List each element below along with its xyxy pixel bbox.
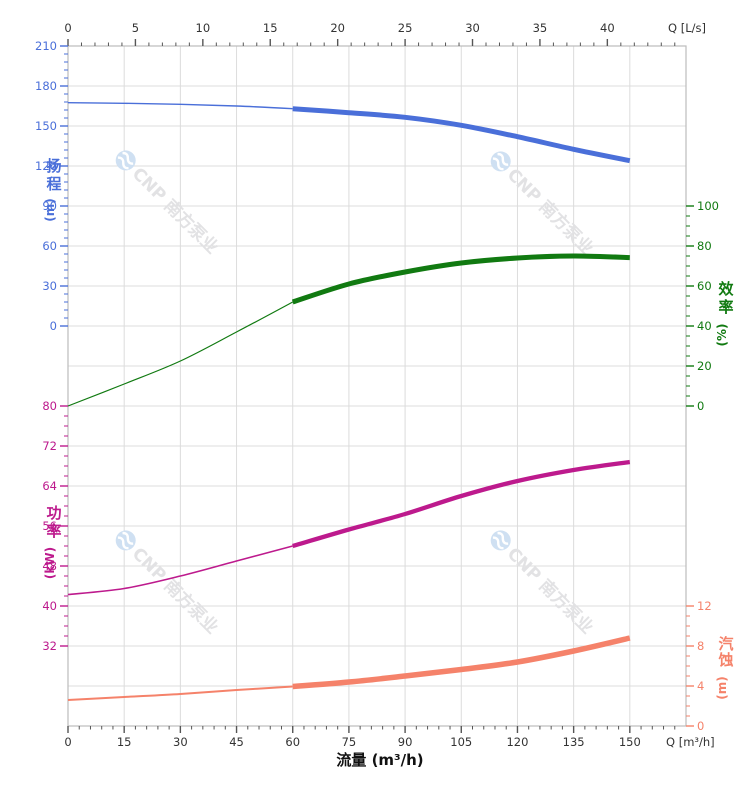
npsh-axis: 0 4 8 12 汽蚀 (m): [686, 599, 734, 733]
head-axis-tick-label: 30: [42, 279, 57, 293]
cnp-drop-logo-icon: [490, 151, 511, 172]
efficiency-axis: 0 20 40 60 80 100 效率 (%): [686, 199, 734, 413]
npsh-axis-unit: (m): [715, 676, 729, 699]
curves: [67, 102, 631, 701]
top-axis-tick-label: 25: [398, 21, 413, 35]
top-axis-tick-label: 30: [465, 21, 480, 35]
watermark-text: CNP 南方泵业: [128, 543, 223, 638]
npsh-axis-tick-label: 12: [697, 599, 712, 613]
head-axis-title: 程: [46, 175, 61, 193]
power-axis-tick-label: 64: [42, 479, 57, 493]
bottom-axis-tick-label: 120: [506, 735, 528, 749]
head-curve-thin: [67, 102, 293, 110]
bottom-axis-tick-label: 0: [64, 735, 71, 749]
bottom-axis-tick-label: 15: [117, 735, 132, 749]
watermarks: CNP 南方泵业 CNP 南方泵业 CNP 南方泵业 CNP 南方泵业: [115, 150, 598, 638]
efficiency-axis-tick-label: 0: [697, 399, 704, 413]
head-axis-tick-label: 150: [35, 119, 57, 133]
watermark: CNP 南方泵业: [490, 530, 598, 638]
efficiency-axis-tick-label: 40: [697, 319, 712, 333]
head-axis-tick-label: 60: [42, 239, 57, 253]
bottom-axis-tick-label: 30: [173, 735, 188, 749]
efficiency-axis-tick-label: 60: [697, 279, 712, 293]
watermark: CNP 南方泵业: [115, 150, 223, 258]
power-axis-tick-label: 40: [42, 599, 57, 613]
top-axis-tick-label: 5: [132, 21, 139, 35]
top-axis-unit-label: Q [L/s]: [668, 21, 706, 35]
efficiency-curve-thin: [67, 301, 293, 407]
bottom-axis-tick-label: 90: [398, 735, 413, 749]
bottom-axis-tick-label: 105: [450, 735, 472, 749]
bottom-axis-tick-label: 150: [619, 735, 641, 749]
bottom-axis: 0 15 30 45 60 75 90 105 120 135 150 Q [m³/h] 流量 (m³/…: [64, 726, 715, 769]
watermark: CNP 南方泵业: [115, 530, 223, 638]
efficiency-axis-title: 率: [718, 298, 733, 316]
power-axis-tick-label: 72: [42, 439, 57, 453]
watermark-text: CNP 南方泵业: [128, 163, 223, 258]
head-axis-tick-label: 210: [35, 39, 57, 53]
npsh-axis-title: 汽: [718, 635, 733, 653]
power-axis-unit: (kW): [43, 547, 57, 579]
npsh-curve-thin: [67, 685, 293, 701]
efficiency-axis-tick-label: 100: [697, 199, 719, 213]
watermark: CNP 南方泵业: [490, 151, 598, 259]
head-axis-tick-label: 120: [35, 159, 57, 173]
head-axis-tick-label: 90: [42, 199, 57, 213]
bottom-axis-tick-label: 60: [285, 735, 300, 749]
top-axis-tick-label: 20: [330, 21, 345, 35]
cnp-drop-logo-icon: [490, 530, 511, 551]
power-axis-tick-label: 32: [42, 639, 57, 653]
efficiency-axis-tick-label: 20: [697, 359, 712, 373]
head-axis-tick-label: 0: [50, 319, 57, 333]
power-curve-thin: [67, 545, 293, 596]
efficiency-axis-unit: (%): [715, 324, 729, 347]
top-axis-tick-label: 0: [64, 21, 71, 35]
efficiency-curve-bold: [291, 253, 630, 305]
npsh-axis-tick-label: 8: [697, 639, 704, 653]
bottom-axis-tick-label: 75: [342, 735, 357, 749]
cnp-drop-logo-icon: [115, 530, 136, 551]
efficiency-axis-tick-label: 80: [697, 239, 712, 253]
power-axis-tick-label: 56: [42, 519, 57, 533]
power-axis-tick-label: 48: [42, 559, 57, 573]
power-axis: 32 40 48 56 64 72 80 功率 (kW): [42, 399, 68, 653]
top-axis-tick-label: 10: [196, 21, 211, 35]
bottom-axis-unit-label: Q [m³/h]: [666, 735, 715, 749]
power-axis-title: 功: [46, 504, 61, 522]
top-axis-tick-label: 40: [600, 21, 615, 35]
power-curve-bold: [292, 459, 631, 549]
head-curve-bold: [292, 106, 631, 164]
npsh-axis-title: 蚀: [717, 651, 733, 669]
top-axis-tick-label: 15: [263, 21, 278, 35]
head-axis-tick-label: 180: [35, 79, 57, 93]
top-axis: 0 5 10 15 20 25 30 35 40 Q [L/s]: [64, 21, 706, 46]
power-axis-title: 率: [46, 522, 61, 540]
npsh-curve-bold: [292, 635, 631, 690]
head-axis-unit: (m): [43, 198, 57, 221]
bottom-axis-tick-label: 45: [229, 735, 244, 749]
head-axis-title: 扬: [46, 157, 61, 175]
power-axis-tick-label: 80: [42, 399, 57, 413]
head-axis: 0 30 60 90 120 150 180 210 扬程 (m): [35, 39, 68, 333]
top-axis-tick-label: 35: [533, 21, 548, 35]
bottom-axis-tick-label: 135: [563, 735, 585, 749]
cnp-drop-logo-icon: [115, 150, 136, 171]
npsh-axis-tick-label: 0: [697, 719, 704, 733]
efficiency-axis-title: 效: [718, 280, 734, 298]
x-axis-title: 流量 (m³/h): [336, 751, 423, 769]
npsh-axis-tick-label: 4: [697, 679, 704, 693]
